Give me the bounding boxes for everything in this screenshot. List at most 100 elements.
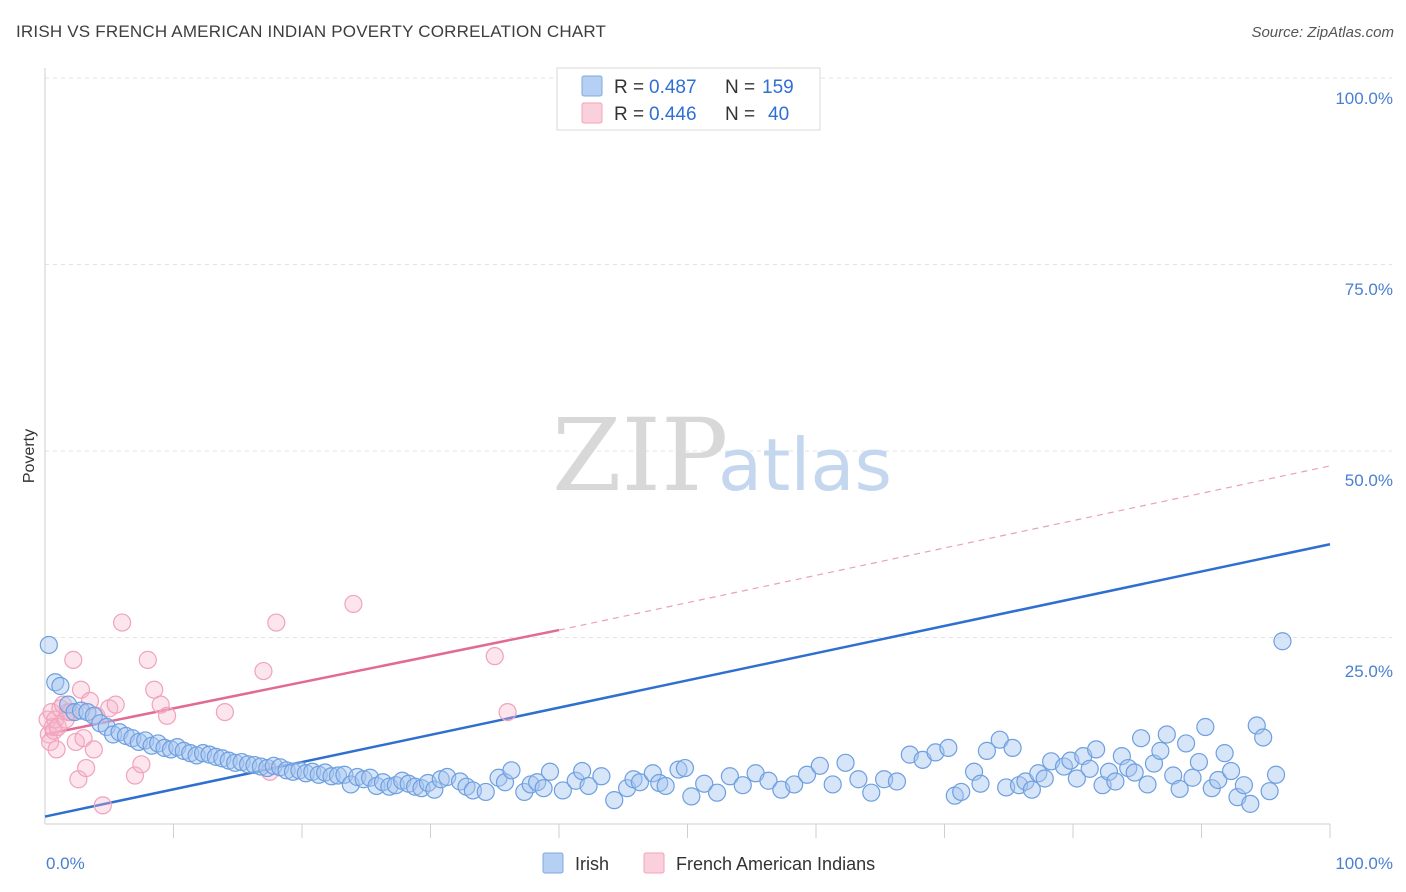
irish-point <box>1035 769 1054 788</box>
french-point <box>498 702 517 722</box>
french-point <box>106 695 125 714</box>
irish-point <box>515 782 534 802</box>
irish-point <box>1183 768 1202 787</box>
irish-point <box>84 706 103 725</box>
french-point <box>48 717 67 737</box>
irish-point <box>785 775 804 794</box>
irish-point <box>1221 761 1241 781</box>
irish-point <box>553 781 572 800</box>
irish-point <box>476 782 495 802</box>
french-point <box>254 661 273 681</box>
french-points-group <box>38 594 517 815</box>
irish-point <box>810 756 829 775</box>
legend-swatch-irish <box>581 75 603 97</box>
irish-point <box>823 775 842 794</box>
chart-title: IRISH VS FRENCH AMERICAN INDIAN POVERTY … <box>16 22 607 41</box>
french-point <box>64 650 83 669</box>
irish-point <box>1170 779 1189 799</box>
french-point <box>74 729 93 748</box>
irish-point <box>707 783 727 802</box>
gridlines <box>45 77 1392 638</box>
irish-point <box>1106 772 1125 791</box>
french-point <box>151 695 170 714</box>
irish-point <box>1196 717 1215 737</box>
irish-point <box>971 774 990 793</box>
irish-point <box>990 730 1009 749</box>
irish-point <box>1080 759 1099 778</box>
irish-point <box>862 783 881 802</box>
irish-point <box>1266 765 1286 784</box>
irish-point <box>534 779 553 798</box>
french-point <box>157 706 177 725</box>
french-point <box>485 647 504 666</box>
irish-point <box>836 753 855 772</box>
irish-point <box>1087 740 1106 759</box>
x-tick-marks <box>173 824 1331 838</box>
irish-point <box>682 787 701 806</box>
irish-point <box>605 791 624 810</box>
y-tick-label-50: 50.0% <box>1345 471 1393 490</box>
french-point <box>41 732 60 752</box>
irish-point <box>39 635 58 655</box>
irish-point <box>1132 729 1151 748</box>
legend-irish-r-label: R = <box>614 77 644 98</box>
y-tick-label-75: 75.0% <box>1345 280 1393 299</box>
irish-point <box>65 702 84 722</box>
irish-point <box>1138 775 1157 794</box>
french-point <box>267 613 286 632</box>
irish-point <box>1189 752 1209 772</box>
irish-point <box>251 757 270 776</box>
irish-point <box>1125 763 1144 782</box>
irish-point <box>1209 770 1228 790</box>
irish-point <box>1022 780 1041 799</box>
irish-point <box>328 766 348 785</box>
irish-point <box>720 767 740 786</box>
irish-point <box>759 771 778 790</box>
legend-french-n-value: 40 <box>768 104 789 125</box>
irish-point <box>1241 794 1260 813</box>
french-point <box>132 755 151 774</box>
irish-point <box>592 767 611 786</box>
irish-point <box>1273 632 1292 651</box>
irish-point <box>1151 741 1170 760</box>
bottom-legend-swatch-irish <box>542 852 564 874</box>
bottom-legend-irish: Irish <box>575 854 609 874</box>
bottom-legend-swatch-french <box>643 852 665 874</box>
french-point <box>344 594 363 614</box>
irish-points-group <box>39 632 1292 813</box>
french-point <box>84 740 103 759</box>
irish-point <box>1254 728 1273 747</box>
legend-french-r-label: R = <box>614 104 644 125</box>
irish-point <box>939 738 958 758</box>
irish-point <box>1176 734 1196 753</box>
irish-point <box>540 762 560 781</box>
top-legend: R = 0.487 N = 159 R = 0.446 N = 40 <box>556 67 821 131</box>
y-tick-label-25: 25.0% <box>1345 662 1393 681</box>
irish-point <box>277 761 296 780</box>
irish-point <box>669 760 688 779</box>
irish-point <box>579 776 598 796</box>
irish-point <box>887 772 907 791</box>
irish-point <box>1099 762 1119 781</box>
irish-point <box>656 776 675 796</box>
watermark-atlas: atlas <box>718 423 892 507</box>
y-tick-label-100: 100.0% <box>1335 89 1393 108</box>
bottom-legend: Irish French American Indians <box>542 852 875 874</box>
irish-point <box>695 774 714 793</box>
legend-french-n-label: N = <box>725 104 755 125</box>
watermark-zip: ZIP <box>552 397 728 514</box>
irish-point <box>1157 725 1176 744</box>
irish-point <box>952 782 971 802</box>
legend-irish-r-value: 0.487 <box>649 77 697 98</box>
french-point <box>77 758 96 778</box>
legend-irish-n-value: 159 <box>762 77 794 98</box>
french-trend-line <box>44 628 560 736</box>
irish-point <box>1003 738 1022 758</box>
irish-point <box>1067 769 1086 788</box>
x-tick-label-100: 100.0% <box>1335 854 1393 873</box>
legend-swatch-french <box>581 102 603 124</box>
french-point <box>112 613 132 632</box>
irish-point <box>502 761 521 780</box>
chart-source: Source: ZipAtlas.com <box>1251 24 1394 41</box>
